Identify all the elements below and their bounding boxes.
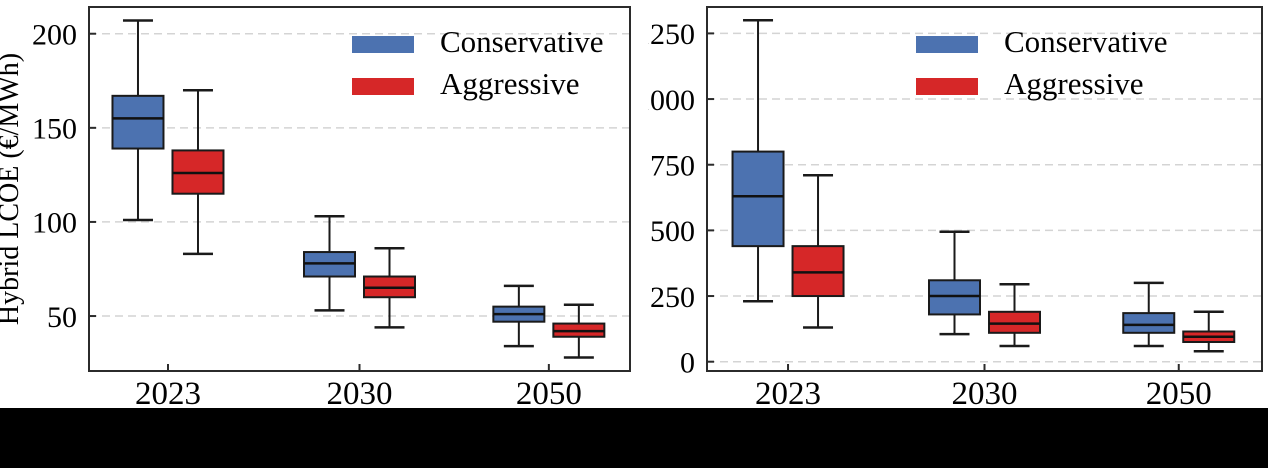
box-2023-conservative <box>111 19 165 222</box>
legend-label-conservative: Conservative <box>1004 24 1168 59</box>
iqr-box <box>791 245 845 298</box>
iqr-box <box>988 310 1041 334</box>
y-tick-label: 250 <box>650 281 695 314</box>
box-2023-aggressive <box>791 173 845 329</box>
iqr-box <box>731 150 785 248</box>
axes-frame <box>706 6 1263 372</box>
box-2050-conservative <box>1122 281 1176 348</box>
y-tick-label: 50 <box>47 301 77 334</box>
y-axis-label: Hybrid LCOE (€/MWh) <box>0 53 25 325</box>
x-tick-label: 2050 <box>1146 376 1212 408</box>
box-2050-conservative <box>492 284 546 348</box>
y-tick-label: 500 <box>650 215 695 248</box>
legend-label-aggressive: Aggressive <box>440 66 579 101</box>
x-tick-label: 2030 <box>327 376 393 408</box>
box-2030-aggressive <box>988 282 1041 348</box>
iqr-box <box>928 279 981 316</box>
legend-swatch-conservative <box>352 36 414 53</box>
box-2023-aggressive <box>171 88 225 256</box>
x-tick-label: 2023 <box>135 376 201 408</box>
legend-swatch-conservative <box>916 36 978 53</box>
x-tick-label: 2030 <box>952 376 1018 408</box>
iqr-box <box>1122 312 1176 334</box>
y-tick-label: 1250 <box>648 18 695 51</box>
box-2023-conservative <box>731 19 785 303</box>
legend-label-aggressive: Aggressive <box>1004 66 1143 101</box>
y-tick-label: 750 <box>650 150 695 183</box>
box-2030-aggressive <box>363 247 416 329</box>
legend-swatch-aggressive <box>916 78 978 95</box>
x-tick-label: 2050 <box>516 376 582 408</box>
right-boxplot-chart: 0 250 500 750 1000 1250 2023 2030 2050 Conservati… <box>648 6 1263 408</box>
y-tick-label: 150 <box>32 113 77 146</box>
box-2030-conservative <box>928 230 981 336</box>
legend: Conservative Aggressive <box>352 24 604 101</box>
x-tick-label: 2023 <box>755 376 821 408</box>
y-tick-label: 200 <box>32 19 77 52</box>
box-2050-aggressive <box>552 303 606 359</box>
legend-swatch-aggressive <box>352 78 414 95</box>
legend-label-conservative: Conservative <box>440 24 604 59</box>
iqr-box <box>111 94 165 150</box>
box-2030-conservative <box>303 215 356 312</box>
y-tick-label: 1000 <box>648 84 695 117</box>
y-tick-label: 0 <box>680 347 695 380</box>
y-tick-label: 100 <box>32 207 77 240</box>
legend: Conservative Aggressive <box>916 24 1168 101</box>
bottom-black-bar <box>0 408 1268 468</box>
left-boxplot-chart: 50 100 150 200 2023 2030 2050 Conservative Aggre… <box>0 6 631 408</box>
box-2050-aggressive <box>1182 310 1236 353</box>
